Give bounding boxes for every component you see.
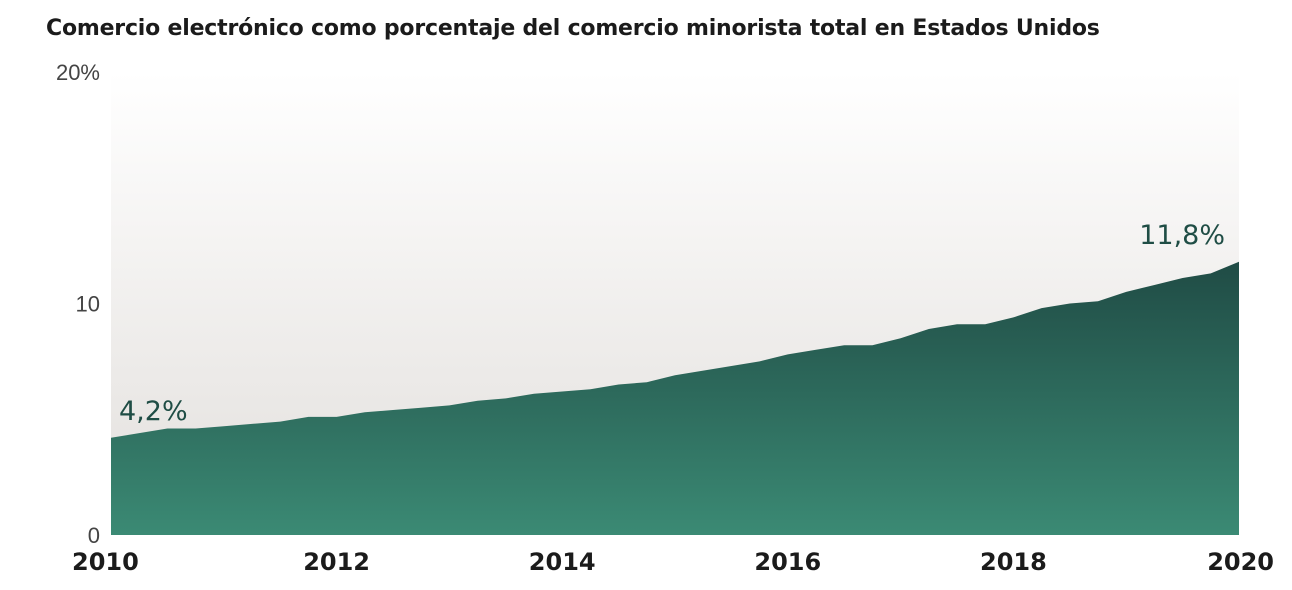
area-series (111, 261, 1239, 535)
data-labels: 4,2% 11,8% (119, 220, 1225, 427)
y-tick-label: 10 (76, 292, 100, 317)
x-tick-label: 2014 (529, 548, 596, 576)
y-axis-ticks: 0 10 20% (56, 60, 100, 548)
y-tick-label: 0 (88, 523, 100, 548)
data-label: 11,8% (1139, 220, 1225, 251)
data-label: 4,2% (119, 396, 188, 427)
y-tick-label: 20% (56, 60, 100, 85)
x-tick-label: 2012 (303, 548, 370, 576)
x-tick-label: 2018 (980, 548, 1047, 576)
x-tick-label: 2016 (754, 548, 821, 576)
x-tick-label: 2010 (72, 548, 139, 576)
x-axis-ticks: 2010 2012 2014 2016 2018 2020 (72, 548, 1274, 576)
x-tick-label: 2020 (1207, 548, 1274, 576)
chart-title: Comercio electrónico como porcentaje del… (46, 16, 1100, 41)
